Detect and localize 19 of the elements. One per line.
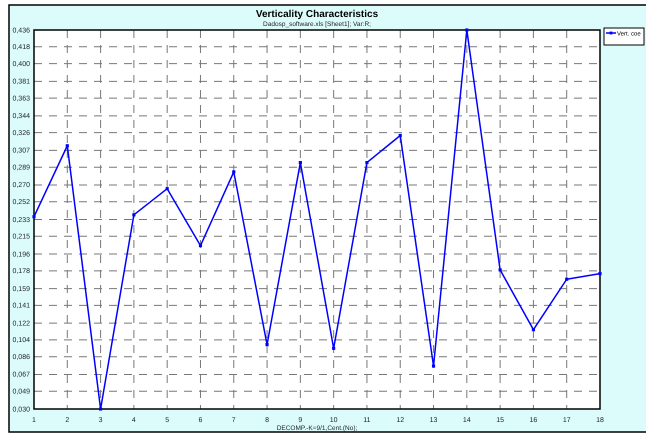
point: [66, 144, 69, 148]
point: [465, 28, 468, 32]
point: [432, 364, 436, 368]
point: [166, 187, 169, 190]
chart-title: Verticality Characteristics: [256, 9, 379, 20]
point: [332, 346, 336, 350]
point: [598, 272, 602, 276]
point: [32, 215, 36, 218]
point: [265, 343, 269, 346]
point: [298, 160, 302, 164]
point: [198, 244, 202, 248]
point: [132, 213, 136, 216]
point: [532, 328, 535, 332]
point: [232, 170, 236, 174]
point: [398, 134, 402, 138]
point: [365, 160, 369, 164]
line-series: [32, 28, 602, 411]
point: [565, 278, 568, 281]
point: [498, 268, 502, 272]
